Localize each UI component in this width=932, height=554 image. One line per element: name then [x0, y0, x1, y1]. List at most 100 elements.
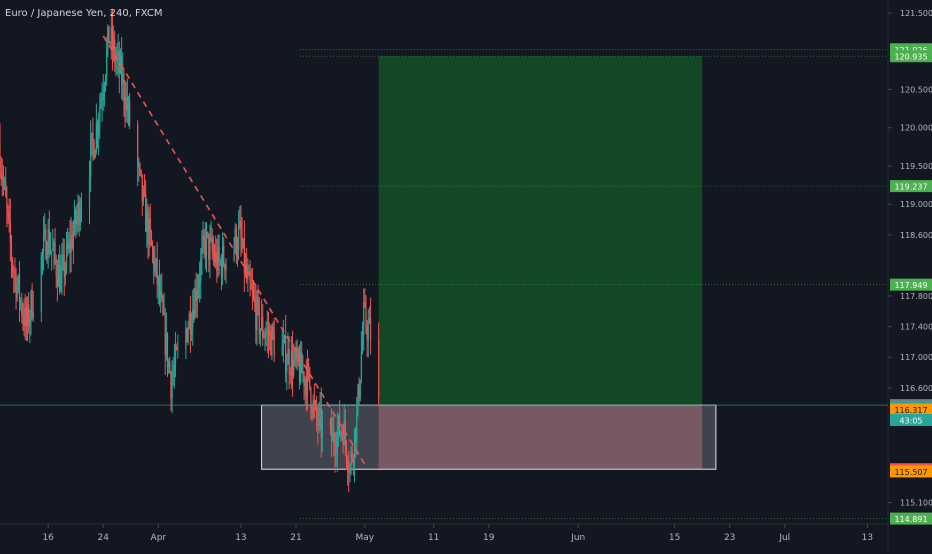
candle-body — [251, 288, 254, 292]
candle-body — [137, 125, 139, 167]
candle-body — [96, 123, 99, 135]
candle-body — [71, 235, 73, 248]
time-tick-label: 23 — [724, 533, 735, 543]
candle-body — [298, 362, 301, 383]
level-label-bg — [890, 465, 932, 478]
candle-body — [6, 196, 8, 208]
candle-body — [340, 431, 342, 436]
candle-body — [108, 25, 110, 44]
candle-body — [10, 242, 13, 261]
candle-body — [54, 242, 56, 260]
candle-body — [80, 206, 83, 214]
candle-body — [171, 377, 173, 398]
candle-body — [185, 328, 187, 349]
candle-body — [250, 283, 252, 289]
candle-body — [203, 235, 205, 241]
countdown-label-bg — [890, 413, 932, 426]
candle-body — [129, 101, 131, 126]
candle-body — [0, 143, 1, 173]
candle-body — [111, 27, 114, 50]
candle-body — [295, 350, 297, 359]
candle-body — [353, 429, 356, 463]
candle-body — [223, 246, 225, 265]
candle-body — [262, 317, 264, 337]
candle-body — [13, 271, 15, 274]
candle-body — [218, 246, 220, 262]
candle-body — [211, 238, 213, 252]
trendline-layer — [102, 35, 366, 465]
candle-body — [72, 231, 75, 248]
candle-body — [355, 429, 357, 443]
time-tick-label: Jul — [778, 533, 790, 543]
candle-body — [288, 349, 290, 374]
candle-body — [366, 328, 368, 341]
candle-body — [78, 202, 80, 225]
candle-body — [177, 348, 179, 350]
candle-body — [123, 72, 125, 100]
candle-body — [47, 229, 49, 254]
candle-body — [265, 332, 267, 337]
candle-body — [90, 139, 92, 178]
candle-body — [293, 359, 295, 376]
candle-body — [234, 228, 236, 248]
price-tick-label: 115.100 — [900, 499, 932, 508]
candle-body — [341, 431, 343, 433]
candle-body — [271, 326, 273, 356]
candle-body — [212, 251, 214, 255]
candle-body — [378, 340, 380, 398]
candle-body — [75, 210, 77, 225]
candle-body — [172, 372, 174, 378]
candle-body — [349, 465, 351, 474]
candle-body — [369, 318, 372, 341]
time-tick-label: 19 — [483, 533, 495, 543]
candle-body — [30, 291, 32, 318]
candle-body — [207, 232, 209, 234]
candle-body — [269, 331, 271, 338]
candle-body — [32, 312, 34, 318]
candle-body — [320, 407, 322, 438]
candle-body — [145, 193, 147, 232]
candle-body — [236, 249, 239, 255]
candle-body — [258, 302, 260, 335]
candle-body — [142, 189, 145, 202]
candle-body — [201, 247, 203, 259]
candle-body — [224, 264, 226, 271]
candle-body — [294, 350, 296, 360]
candle-body — [101, 99, 103, 102]
candle-body — [238, 226, 240, 250]
candle-body — [109, 43, 111, 45]
candle-body — [283, 336, 286, 340]
candle-body — [161, 291, 163, 299]
candle-body — [163, 313, 165, 315]
candle-body — [158, 277, 161, 298]
candle-body — [99, 107, 101, 123]
candle-body — [332, 430, 334, 442]
candle-body — [60, 273, 62, 292]
candle-body — [148, 218, 150, 244]
candle-body — [48, 229, 50, 253]
candle-body — [29, 317, 31, 326]
candle-body — [103, 86, 106, 94]
candle-body — [176, 347, 178, 350]
candle-body — [146, 211, 148, 232]
candle-body — [166, 332, 169, 367]
candle-body — [345, 442, 348, 462]
candle-body — [68, 240, 70, 250]
candle-body — [335, 452, 337, 454]
chart-title: Euro / Japanese Yen, 240, FXCM — [5, 8, 163, 19]
candle-body — [357, 385, 359, 412]
candle-body — [347, 461, 349, 472]
level-label-bg — [890, 278, 932, 291]
candle-body — [202, 235, 204, 248]
candle-body — [351, 452, 353, 459]
candle-body — [209, 238, 211, 260]
candle-body — [305, 378, 307, 396]
candle-body — [338, 415, 341, 436]
candle-body — [333, 430, 335, 445]
level-label: 116.317 — [894, 406, 927, 415]
candle-body — [337, 415, 340, 431]
candle-body — [14, 273, 16, 275]
candle-body — [46, 253, 48, 259]
candle-body — [205, 232, 208, 256]
candle-body — [98, 122, 100, 135]
